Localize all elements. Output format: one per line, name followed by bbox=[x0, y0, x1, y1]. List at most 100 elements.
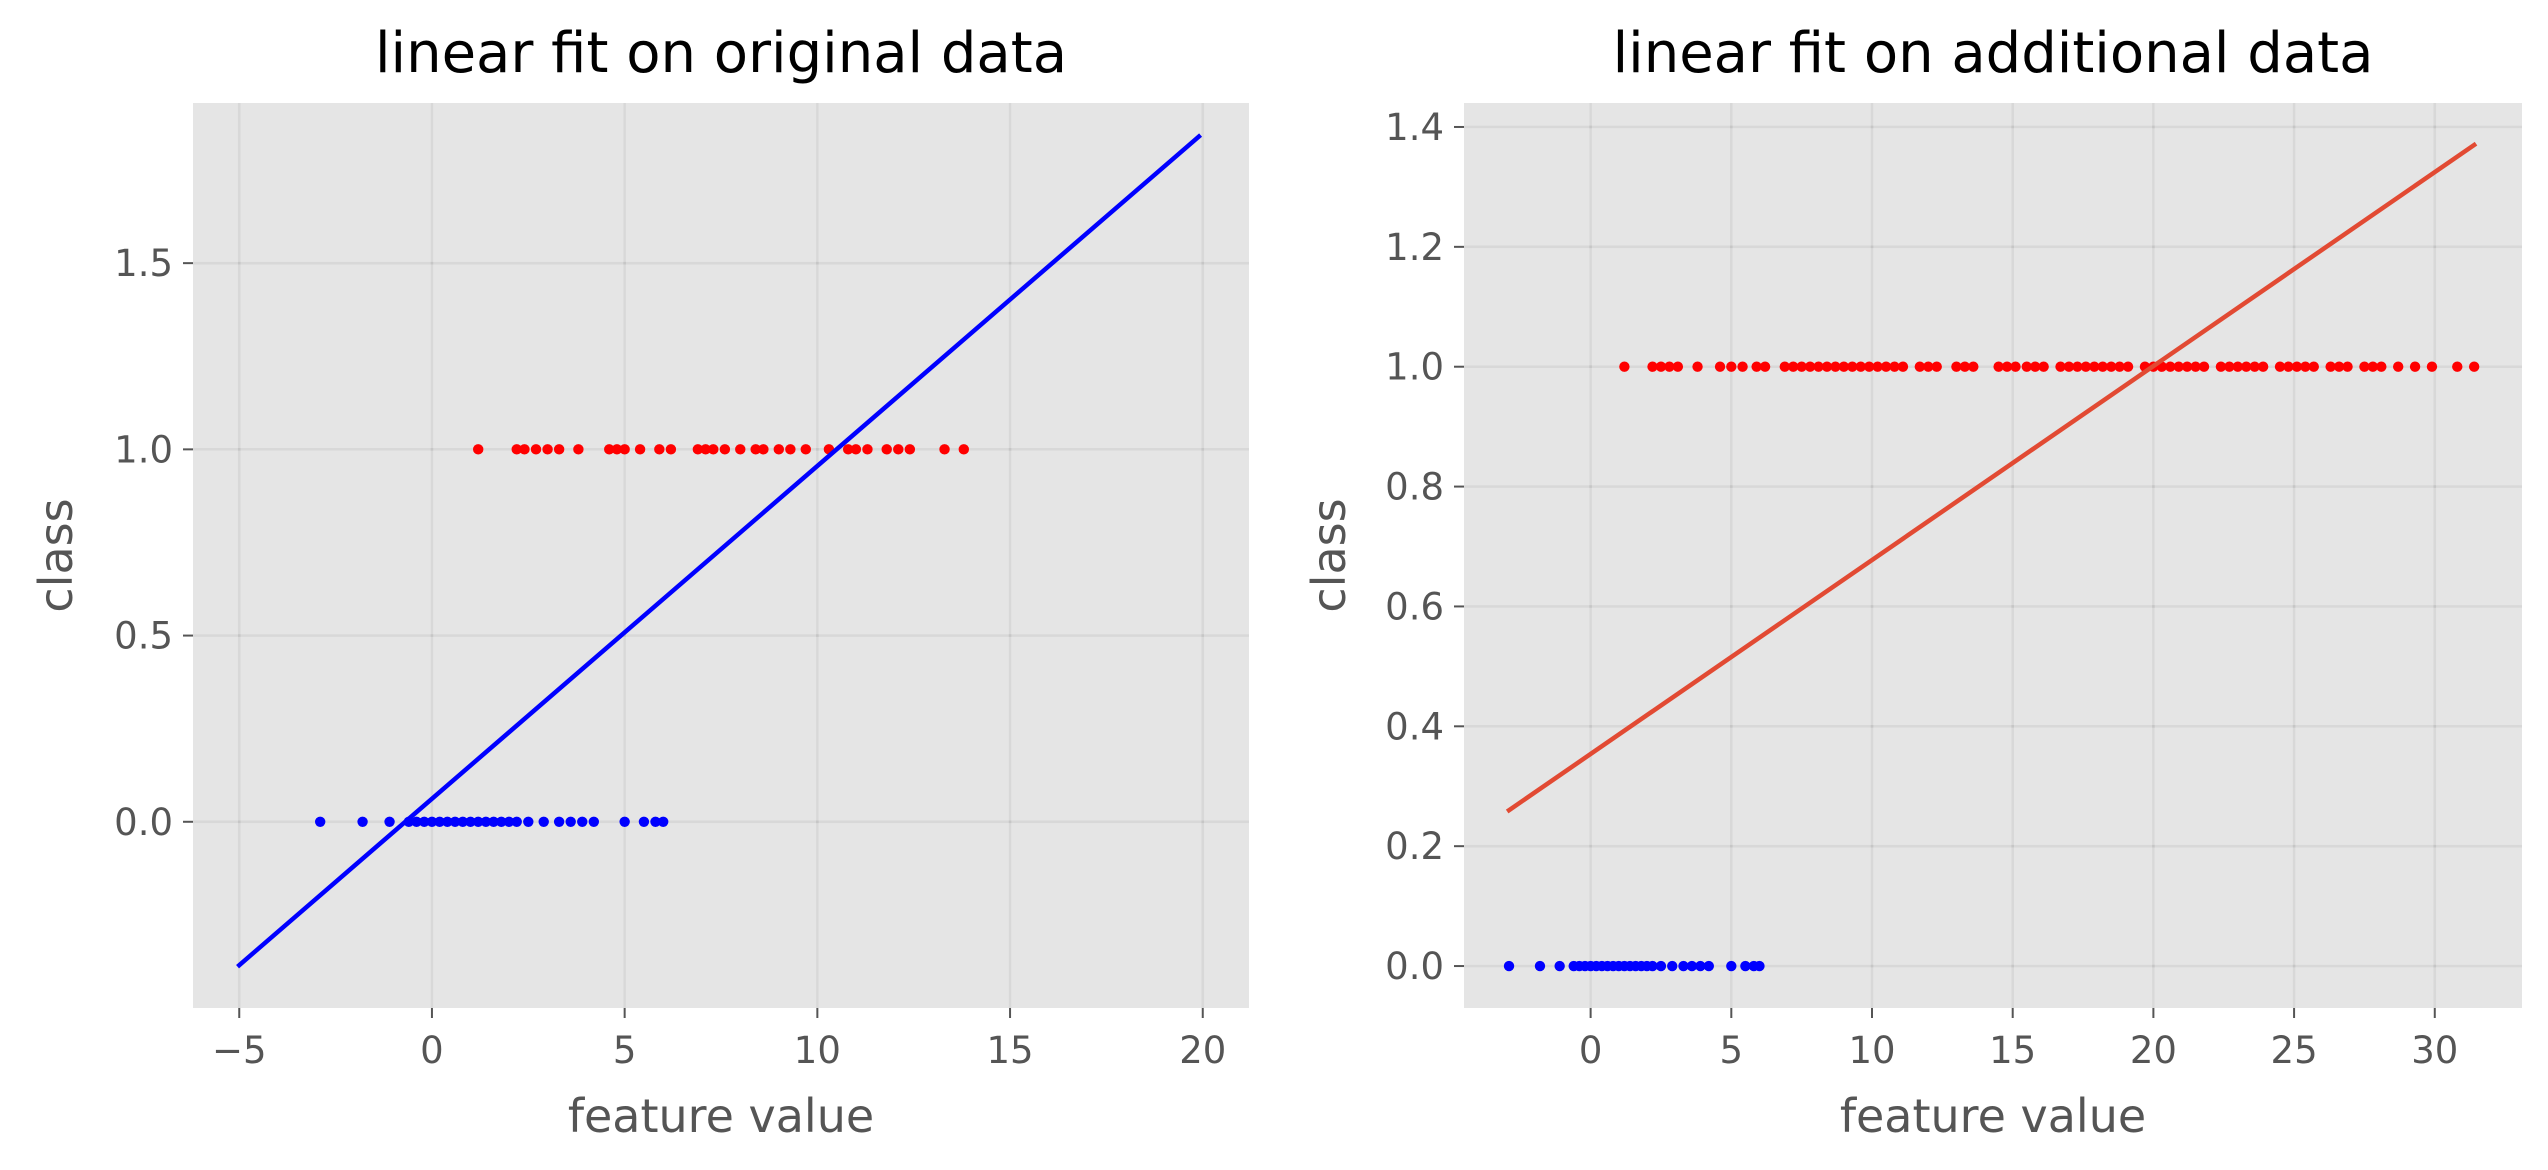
class-1-point bbox=[2097, 361, 2108, 372]
class-1-point bbox=[1751, 361, 1762, 372]
class-1-point bbox=[1804, 361, 1816, 372]
class-1-point bbox=[2001, 361, 2013, 372]
y-tick-label: 1.2 bbox=[1385, 226, 1444, 269]
class-1-point bbox=[1880, 361, 1892, 372]
y-tick-label: 0.4 bbox=[1385, 705, 1444, 748]
class-1-point bbox=[1619, 361, 1630, 372]
class-0-point bbox=[503, 816, 515, 827]
class-0-point bbox=[488, 816, 499, 827]
class-0-point bbox=[457, 816, 468, 827]
class-1-point bbox=[1872, 361, 1883, 372]
class-1-point bbox=[2165, 361, 2176, 372]
class-1-point bbox=[700, 444, 711, 455]
class-0-point bbox=[511, 816, 522, 827]
class-0-point bbox=[588, 816, 600, 827]
class-1-point bbox=[2038, 361, 2049, 372]
y-tick-label: 1.5 bbox=[114, 242, 173, 285]
x-tick-label: 0 bbox=[1579, 1029, 1603, 1072]
x-tick-label: 20 bbox=[1179, 1029, 1226, 1072]
class-1-point bbox=[904, 444, 916, 455]
class-1-point bbox=[511, 444, 522, 455]
class-1-point bbox=[530, 444, 542, 455]
class-1-point bbox=[719, 444, 731, 455]
class-1-point bbox=[2190, 361, 2201, 372]
class-1-point bbox=[1855, 361, 1866, 372]
class-0-point bbox=[619, 816, 630, 827]
class-1-point bbox=[2089, 361, 2100, 372]
class-1-point bbox=[553, 444, 565, 455]
class-1-point bbox=[800, 444, 811, 455]
x-tick-label: −5 bbox=[212, 1029, 267, 1072]
class-0-point bbox=[419, 816, 430, 827]
x-tick-label: 10 bbox=[1848, 1029, 1895, 1072]
y-tick-label: 1.4 bbox=[1385, 106, 1444, 149]
class-0-point bbox=[523, 816, 534, 827]
class-1-point bbox=[2342, 361, 2353, 372]
class-0-point bbox=[657, 816, 669, 827]
class-0-point bbox=[314, 816, 326, 827]
class-1-point bbox=[665, 444, 677, 455]
class-1-point bbox=[2249, 361, 2260, 372]
class-1-point bbox=[2308, 361, 2319, 372]
class-1-point bbox=[1931, 361, 1942, 372]
class-0-point bbox=[577, 816, 588, 827]
class-1-point bbox=[2257, 361, 2269, 372]
class-0-point bbox=[1740, 960, 1751, 972]
class-0-point bbox=[411, 816, 422, 827]
class-1-point bbox=[2030, 361, 2041, 372]
class-0-point bbox=[1695, 960, 1706, 972]
class-1-point bbox=[2215, 361, 2227, 372]
class-1-point bbox=[2291, 361, 2303, 372]
plot-area bbox=[193, 103, 1249, 1008]
y-axis-label: class bbox=[1302, 498, 1356, 612]
class-1-point bbox=[1821, 361, 1833, 372]
class-0-point bbox=[1667, 960, 1678, 972]
class-0-point bbox=[480, 816, 492, 827]
class-1-point bbox=[773, 444, 785, 455]
chart-title: linear fit on original data bbox=[375, 21, 1067, 86]
class-0-point bbox=[472, 816, 484, 827]
class-1-point bbox=[542, 444, 553, 455]
class-1-point bbox=[1914, 361, 1926, 372]
class-1-point bbox=[1968, 361, 1979, 372]
class-1-point bbox=[2122, 361, 2134, 372]
class-0-point bbox=[1655, 960, 1667, 972]
class-1-point bbox=[1813, 361, 1824, 372]
class-0-point bbox=[650, 816, 661, 827]
y-tick-label: 0.0 bbox=[114, 801, 173, 844]
chart-left: −5 0 5 10 15 20 0.0 0.5 1.0 1.5 linear fit on orig… bbox=[29, 21, 1249, 1143]
class-1-point bbox=[2021, 361, 2032, 372]
class-1-point bbox=[2055, 361, 2066, 372]
class-1-point bbox=[472, 444, 484, 455]
class-1-point bbox=[604, 444, 615, 455]
class-1-point bbox=[2409, 361, 2421, 372]
class-1-point bbox=[611, 444, 623, 455]
class-1-point bbox=[1779, 361, 1790, 372]
class-1-point bbox=[1655, 361, 1667, 372]
class-1-point bbox=[842, 444, 854, 455]
class-1-point bbox=[2114, 361, 2125, 372]
class-1-point bbox=[958, 444, 970, 455]
class-0-point bbox=[1686, 960, 1698, 972]
x-tick-label: 15 bbox=[987, 1029, 1034, 1072]
class-1-point bbox=[573, 444, 584, 455]
class-1-point bbox=[2392, 361, 2404, 372]
x-tick-label: 5 bbox=[613, 1029, 637, 1072]
x-tick-label: 30 bbox=[2411, 1029, 2458, 1072]
class-1-point bbox=[1759, 361, 1771, 372]
class-1-point bbox=[850, 444, 862, 455]
x-tick-label: 20 bbox=[2130, 1029, 2177, 1072]
fit-line bbox=[1505, 141, 2478, 814]
y-tick-label: 0.0 bbox=[1385, 945, 1444, 988]
class-1-point bbox=[1889, 361, 1900, 372]
class-0-point bbox=[384, 816, 395, 827]
class-0-point bbox=[426, 816, 438, 827]
class-1-point bbox=[619, 444, 630, 455]
class-1-point bbox=[2198, 361, 2210, 372]
class-1-point bbox=[1647, 361, 1658, 372]
class-0-point bbox=[434, 816, 445, 827]
class-1-point bbox=[735, 444, 746, 455]
class-1-point bbox=[2426, 361, 2438, 372]
class-0-point bbox=[1503, 960, 1515, 972]
class-0-point bbox=[1534, 960, 1546, 972]
